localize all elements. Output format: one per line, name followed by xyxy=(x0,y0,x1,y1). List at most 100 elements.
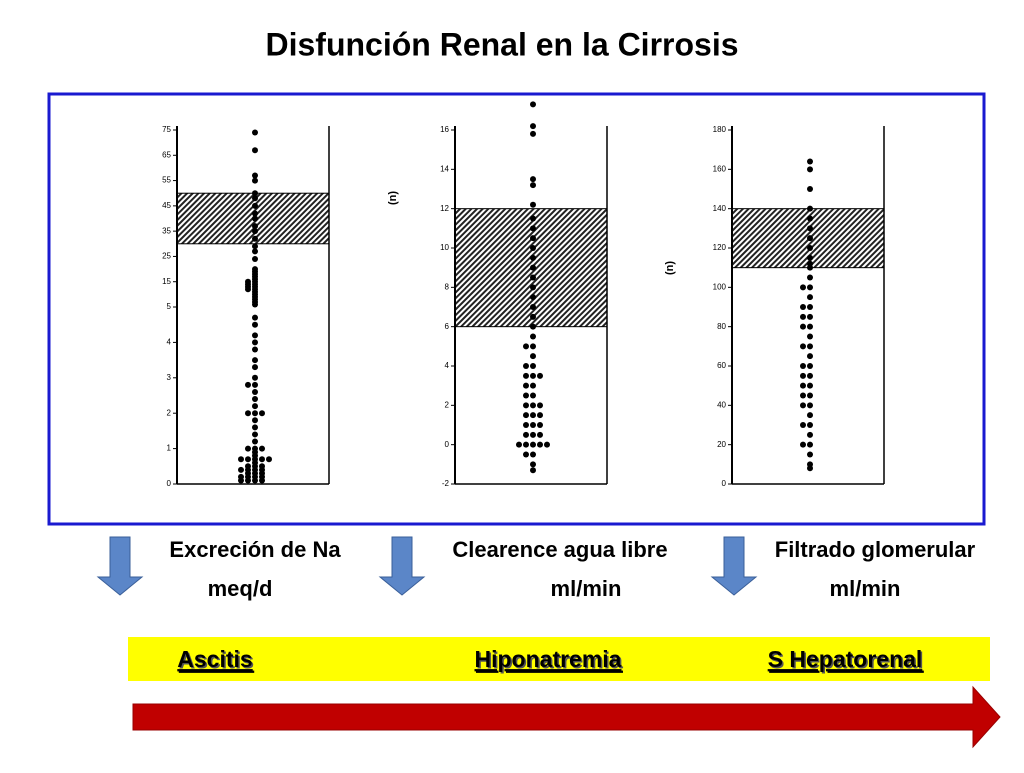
data-dot xyxy=(807,372,813,379)
y-tick-label: 8 xyxy=(445,282,450,291)
data-dot xyxy=(530,254,536,261)
data-dot xyxy=(530,343,536,350)
data-dot xyxy=(252,396,258,403)
data-dot xyxy=(523,402,529,409)
data-dot xyxy=(530,467,536,474)
data-dot xyxy=(523,431,529,438)
data-dot xyxy=(530,225,536,232)
data-dot xyxy=(252,248,258,255)
data-dot xyxy=(530,284,536,291)
data-dot xyxy=(530,294,536,301)
data-dot xyxy=(252,129,258,136)
data-dot xyxy=(537,372,543,379)
data-dot xyxy=(252,424,258,431)
data-dot xyxy=(252,228,258,235)
label-line1: Filtrado glomerular xyxy=(775,537,976,562)
label-line1: Excreción de Na xyxy=(169,537,341,562)
data-dot xyxy=(523,422,529,428)
y-tick-label: 160 xyxy=(713,164,727,173)
label-line2: ml/min xyxy=(551,576,622,601)
data-dot xyxy=(238,466,244,473)
label-line2: ml/min xyxy=(830,576,901,601)
data-dot xyxy=(807,158,813,165)
y-axis-label: (n) xyxy=(664,261,676,275)
data-dot xyxy=(259,456,265,463)
data-dot xyxy=(252,357,258,364)
data-dot xyxy=(252,177,258,184)
data-dot xyxy=(252,210,258,217)
data-dot xyxy=(530,372,536,379)
data-dot xyxy=(807,382,813,389)
stage-bar xyxy=(128,637,990,681)
data-dot xyxy=(530,441,536,448)
y-tick-label: 2 xyxy=(445,400,450,409)
data-dot xyxy=(530,313,536,320)
down-arrow xyxy=(378,536,426,596)
y-tick-label: 140 xyxy=(713,204,727,213)
y-tick-label: 35 xyxy=(162,226,171,235)
y-tick-label: -2 xyxy=(442,479,450,488)
data-dot xyxy=(807,343,813,350)
y-tick-label: 20 xyxy=(717,440,726,449)
y-tick-label: 3 xyxy=(167,373,172,382)
data-dot xyxy=(530,431,536,438)
data-dot xyxy=(252,223,258,230)
stage: S Hepatorenal xyxy=(768,646,923,672)
data-dot xyxy=(807,294,813,301)
data-dot xyxy=(252,215,258,222)
data-dot xyxy=(800,372,806,379)
data-dot xyxy=(807,235,813,242)
data-dot xyxy=(807,323,813,330)
data-dot xyxy=(238,477,244,484)
data-dot xyxy=(252,202,258,209)
data-dot xyxy=(807,254,813,261)
data-dot xyxy=(523,382,529,389)
data-dot xyxy=(530,304,536,310)
y-tick-label: 6 xyxy=(445,322,450,331)
title: Disfunción Renal en la Cirrosis xyxy=(266,26,739,62)
y-tick-label: 0 xyxy=(722,479,727,488)
data-dot xyxy=(807,465,813,472)
data-dot xyxy=(245,477,251,484)
data-dot xyxy=(807,441,813,448)
data-dot xyxy=(807,353,813,360)
data-dot xyxy=(266,456,272,463)
y-tick-label: 75 xyxy=(162,125,171,134)
data-dot xyxy=(530,245,536,251)
progress-arrow xyxy=(132,685,1001,749)
data-dot xyxy=(530,422,536,428)
data-dot xyxy=(523,441,529,448)
data-dot xyxy=(530,101,536,108)
data-dot xyxy=(807,313,813,320)
y-tick-label: 10 xyxy=(440,243,449,252)
stage: Hiponatremia xyxy=(475,646,622,672)
stage-shadow: Hiponatremia xyxy=(476,648,623,674)
data-dot xyxy=(523,451,529,458)
down-arrow xyxy=(96,536,144,596)
data-dot xyxy=(238,456,244,463)
data-dot xyxy=(800,343,806,350)
data-dot xyxy=(252,301,258,308)
data-dot xyxy=(252,374,258,381)
data-dot xyxy=(537,441,543,448)
data-dot xyxy=(530,176,536,183)
data-dot xyxy=(807,392,813,399)
data-dot xyxy=(537,402,543,409)
data-dot xyxy=(530,215,536,222)
y-tick-label: 15 xyxy=(162,277,171,286)
data-dot xyxy=(530,201,536,208)
data-dot xyxy=(807,451,813,458)
data-dot xyxy=(523,392,529,399)
data-dot xyxy=(252,147,258,154)
y-tick-label: 180 xyxy=(713,125,727,134)
data-dot xyxy=(807,245,813,251)
data-dot xyxy=(530,182,536,189)
data-dot xyxy=(800,284,806,291)
data-dot xyxy=(245,381,251,388)
data-dot xyxy=(252,438,258,445)
y-tick-label: 12 xyxy=(440,204,449,213)
data-dot xyxy=(807,215,813,222)
stage-shadow: Ascitis xyxy=(179,648,254,674)
data-dot xyxy=(530,451,536,458)
